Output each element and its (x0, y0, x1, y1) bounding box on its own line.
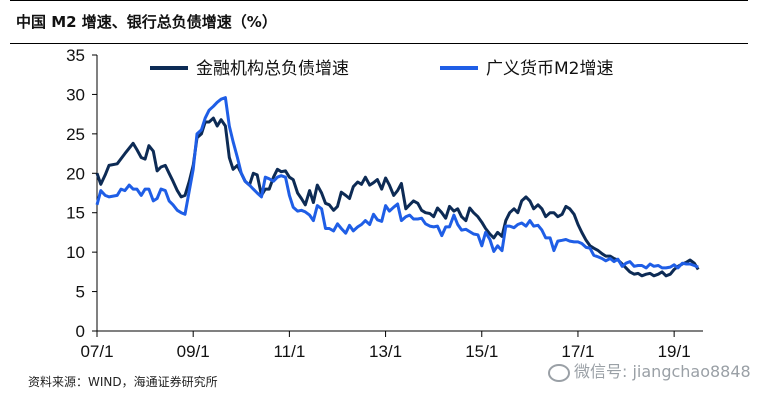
chart-legend: 金融机构总负债增速 广义货币M2增速 (150, 59, 613, 79)
watermark: 微信号: jiangchao8848 (548, 358, 751, 382)
series-line-1 (95, 116, 700, 278)
chart-axes (96, 55, 703, 332)
y-tick-label: 10 (66, 243, 85, 262)
legend-label-1: 金融机构总负债增速 (196, 59, 349, 79)
y-tick-label: 20 (66, 164, 85, 183)
x-tick-label: 13/1 (369, 342, 402, 361)
wechat-icon (548, 363, 570, 382)
x-tick-label: 19/1 (658, 342, 691, 361)
x-tick-label: 09/1 (177, 342, 210, 361)
x-tick-label: 15/1 (465, 342, 498, 361)
source-note: 资料来源：WIND，海通证券研究所 (28, 375, 218, 389)
y-tick-label: 15 (66, 204, 85, 223)
x-tick-label: 17/1 (561, 342, 594, 361)
series-line-2 (95, 96, 699, 270)
legend-label-2: 广义货币M2增速 (486, 59, 613, 79)
page-title: 中国 M2 增速、银行总负债增速（%） (16, 13, 277, 31)
chart-ticks: 0 5 10 15 20 25 30 35 07/1 09/1 11/1 13/1 15/1 17/1 19… (66, 46, 691, 361)
watermark-text: 微信号: jiangchao8848 (574, 362, 751, 381)
y-tick-label: 0 (76, 322, 85, 341)
y-tick-label: 25 (66, 125, 85, 144)
y-tick-label: 35 (66, 46, 85, 65)
x-tick-label: 11/1 (273, 342, 305, 361)
title-bar: 中国 M2 增速、银行总负债增速（%） (10, 0, 748, 44)
chart-series (95, 96, 700, 278)
y-tick-label: 30 (66, 85, 85, 104)
y-tick-label: 5 (76, 283, 85, 302)
x-tick-label: 07/1 (80, 342, 113, 361)
